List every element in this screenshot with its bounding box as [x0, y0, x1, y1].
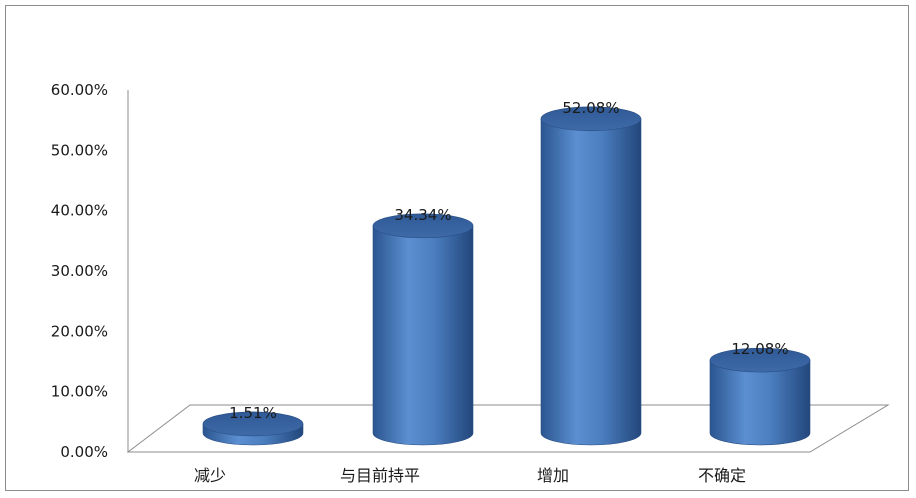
- data-label: 34.34%: [394, 206, 451, 224]
- y-tick-label: 0.00%: [60, 443, 108, 461]
- category-label: 减少: [194, 466, 226, 485]
- bar: [202, 411, 304, 446]
- category-label: 与目前持平: [340, 466, 420, 485]
- bars: [202, 106, 811, 446]
- bar: [540, 106, 642, 446]
- data-label: 12.08%: [731, 340, 788, 358]
- data-label: 52.08%: [562, 99, 619, 117]
- category-label: 增加: [537, 466, 569, 485]
- data-labels: 1.51% 34.34% 52.08% 12.08%: [229, 99, 788, 422]
- data-label: 1.51%: [229, 404, 277, 422]
- y-tick-label: 30.00%: [51, 262, 108, 280]
- bar: [372, 213, 474, 446]
- y-tick-label: 20.00%: [51, 322, 108, 340]
- chart-floor: [126, 404, 890, 453]
- floor-plane: [126, 404, 890, 453]
- category-labels: 减少 与目前持平 增加 不确定: [194, 466, 746, 485]
- y-tick-labels: 0.00% 10.00% 20.00% 30.00% 40.00% 50.00% 60.00…: [51, 81, 108, 461]
- bar: [709, 347, 811, 446]
- y-tick-label: 50.00%: [51, 141, 108, 159]
- category-label: 不确定: [698, 466, 746, 485]
- y-tick-label: 10.00%: [51, 383, 108, 401]
- y-tick-label: 40.00%: [51, 202, 108, 220]
- y-tick-label: 60.00%: [51, 81, 108, 99]
